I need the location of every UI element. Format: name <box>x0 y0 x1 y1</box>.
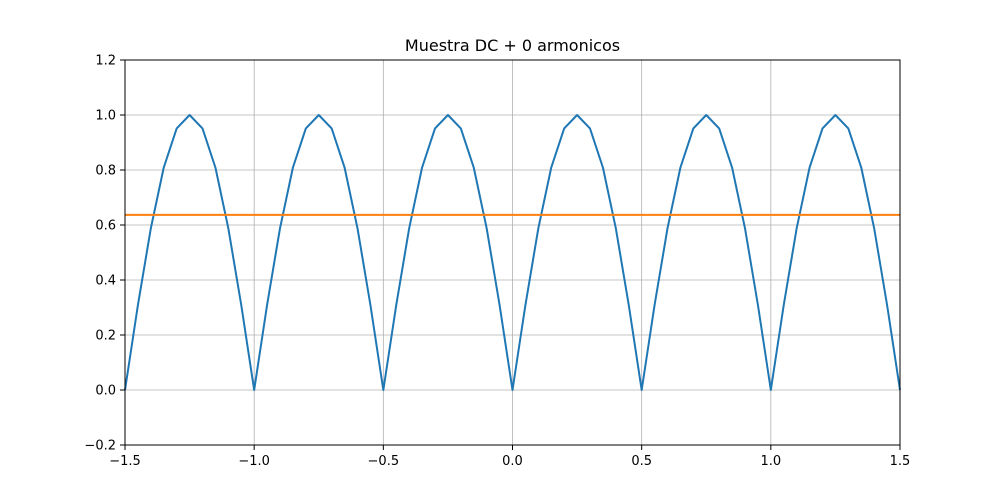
x-tick-label: −1.0 <box>238 454 270 469</box>
series-line-1 <box>124 114 901 391</box>
series-lines <box>124 114 901 391</box>
x-tick-label: 1.5 <box>890 454 911 469</box>
y-tick-label: 0.2 <box>95 329 116 344</box>
grid-lines <box>124 59 901 446</box>
x-tick-label: 0.5 <box>631 454 652 469</box>
y-tick-label: 1.0 <box>95 109 116 124</box>
y-tick-label: 0.0 <box>95 384 116 399</box>
y-tick-label: 0.6 <box>95 219 116 234</box>
axis-ticks: −1.5 −1.0 −0.5 0.0 0.5 1.0 1.5 −0.2 0.0 0.2 0.4 0.6… <box>84 54 910 470</box>
y-tick-label: −0.2 <box>84 439 116 454</box>
x-tick-label: −0.5 <box>368 454 400 469</box>
y-tick-label: 1.2 <box>95 54 116 69</box>
y-tick-label: 0.4 <box>95 274 116 289</box>
y-tick-label: 0.8 <box>95 164 116 179</box>
x-tick-label: 0.0 <box>502 454 523 469</box>
x-tick-label: −1.5 <box>109 454 141 469</box>
x-tick-label: 1.0 <box>760 454 781 469</box>
chart-title: Muestra DC + 0 armonicos <box>405 36 620 55</box>
